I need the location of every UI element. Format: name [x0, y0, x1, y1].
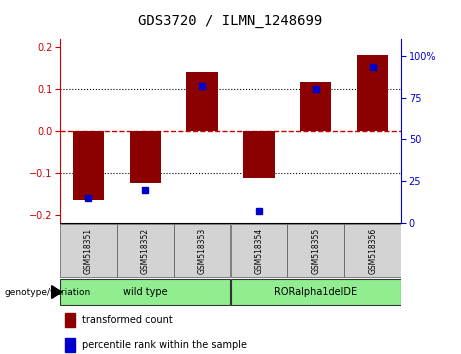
- Text: GSM518352: GSM518352: [141, 227, 150, 274]
- Text: genotype/variation: genotype/variation: [5, 287, 91, 297]
- Text: GSM518351: GSM518351: [84, 227, 93, 274]
- Text: wild type: wild type: [123, 287, 167, 297]
- Polygon shape: [52, 286, 62, 298]
- Bar: [300, 82, 331, 131]
- Text: GSM518356: GSM518356: [368, 227, 377, 274]
- Text: GSM518354: GSM518354: [254, 227, 263, 274]
- Polygon shape: [65, 338, 75, 352]
- FancyBboxPatch shape: [174, 224, 230, 277]
- FancyBboxPatch shape: [117, 224, 174, 277]
- Polygon shape: [65, 313, 75, 327]
- FancyBboxPatch shape: [60, 224, 117, 277]
- Text: GSM518353: GSM518353: [198, 227, 207, 274]
- FancyBboxPatch shape: [230, 224, 287, 277]
- FancyBboxPatch shape: [287, 224, 344, 277]
- Bar: [130, 131, 161, 183]
- Bar: [357, 55, 388, 131]
- Bar: [73, 131, 104, 200]
- Bar: [186, 72, 218, 131]
- FancyBboxPatch shape: [230, 279, 401, 305]
- Text: GSM518355: GSM518355: [311, 227, 320, 274]
- FancyBboxPatch shape: [60, 279, 230, 305]
- Text: transformed count: transformed count: [82, 315, 172, 325]
- Text: percentile rank within the sample: percentile rank within the sample: [82, 340, 247, 350]
- FancyBboxPatch shape: [344, 224, 401, 277]
- Text: RORalpha1delDE: RORalpha1delDE: [274, 287, 357, 297]
- Text: GDS3720 / ILMN_1248699: GDS3720 / ILMN_1248699: [138, 14, 323, 28]
- Bar: [243, 131, 275, 178]
